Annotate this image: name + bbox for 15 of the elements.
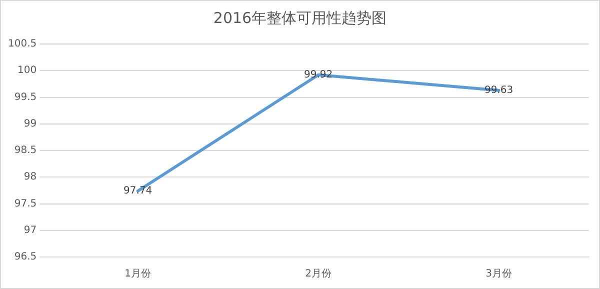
y-tick-label: 97.5 xyxy=(14,198,37,210)
x-tick-label: 1月份 xyxy=(124,268,152,280)
y-tick-label: 99.5 xyxy=(14,92,37,103)
data-label: 99.63 xyxy=(484,84,514,96)
y-tick-label: 96.5 xyxy=(14,252,37,263)
x-tick-label: 2月份 xyxy=(305,268,332,280)
y-tick-label: 100.5 xyxy=(8,38,37,50)
y-tick-label: 99 xyxy=(24,118,37,130)
data-label: 97.74 xyxy=(124,186,152,197)
y-tick-label: 100 xyxy=(18,65,37,76)
y-tick-label: 98 xyxy=(24,172,37,183)
x-tick-label: 3月份 xyxy=(486,268,512,280)
y-tick-label: 98.5 xyxy=(14,145,37,156)
chart-title: 2016年整体可用性趋势图 xyxy=(212,9,388,28)
y-tick-label: 97 xyxy=(24,224,37,236)
